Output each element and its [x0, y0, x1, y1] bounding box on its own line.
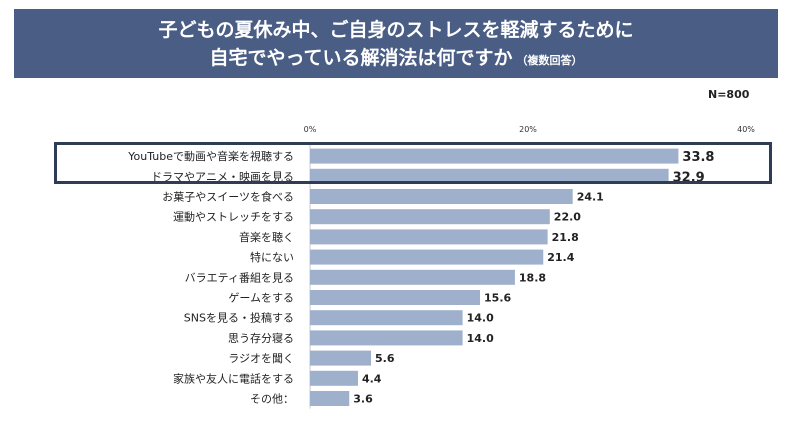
bar	[310, 229, 548, 245]
category-label: バラエティ番組を見る	[185, 271, 294, 284]
value-label: 21.4	[547, 251, 574, 264]
category-label: ゲームをする	[228, 292, 294, 305]
value-label: 18.8	[519, 271, 546, 284]
x-tick-label: 20%	[519, 125, 537, 134]
value-label: 24.1	[577, 191, 604, 204]
title-line-2-text: 自宅でやっている解消法は何ですか	[209, 47, 513, 69]
value-label: 15.6	[484, 292, 511, 305]
value-label: 21.8	[552, 231, 579, 244]
value-label: 3.6	[353, 393, 373, 406]
title-note: （複数回答）	[516, 54, 583, 67]
category-label: SNSを見る・投稿する	[184, 311, 294, 325]
category-label: 運動やストレッチをする	[173, 210, 294, 224]
category-label: 家族や友人に電話をする	[173, 371, 294, 385]
bar	[310, 370, 358, 386]
value-label: 33.8	[682, 150, 714, 165]
title-line-2: 自宅でやっている解消法は何ですか （複数回答）	[14, 47, 778, 72]
value-label: 14.0	[467, 332, 494, 345]
category-label: 音楽を聴く	[239, 230, 294, 244]
highlight-box	[54, 142, 772, 184]
bar	[310, 350, 372, 366]
bar	[310, 310, 463, 326]
bar	[310, 249, 544, 265]
category-label: お菓子やスイーツを食べる	[162, 190, 294, 204]
bar	[310, 330, 463, 346]
category-label: 特にない	[250, 250, 294, 264]
bar	[310, 209, 550, 225]
value-label: 5.6	[375, 352, 395, 365]
bar	[310, 269, 515, 285]
category-label: 思う存分寝る	[228, 331, 294, 345]
x-tick-label: 40%	[737, 125, 755, 134]
title-line-1: 子どもの夏休み中、ご自身のストレスを軽減するために	[158, 19, 634, 41]
value-label: 4.4	[362, 372, 382, 385]
bar	[310, 148, 679, 164]
title-banner: 子どもの夏休み中、ご自身のストレスを軽減するために 自宅でやっている解消法は何で…	[14, 9, 778, 78]
bar	[310, 391, 350, 406]
bar	[310, 290, 481, 305]
category-label: その他：	[250, 393, 294, 406]
category-label: ラジオを聞く	[228, 352, 294, 365]
value-label: 22.0	[554, 211, 581, 224]
category-label: YouTubeで動画や音楽を視聴する	[127, 149, 294, 163]
x-tick-label: 0%	[304, 125, 317, 134]
sample-size: N=800	[708, 88, 750, 101]
value-label: 14.0	[467, 312, 494, 325]
bar	[310, 189, 573, 204]
category-label: ドラマやアニメ・映画を見る	[151, 170, 294, 183]
bar	[310, 168, 669, 184]
